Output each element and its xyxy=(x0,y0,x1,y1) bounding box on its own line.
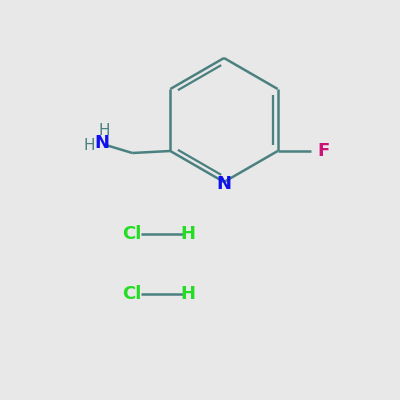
Text: H: H xyxy=(180,285,196,303)
Text: Cl: Cl xyxy=(122,285,142,303)
Text: H: H xyxy=(84,138,95,152)
Text: Cl: Cl xyxy=(122,225,142,243)
Text: H: H xyxy=(98,123,110,138)
Text: F: F xyxy=(318,142,330,160)
Text: H: H xyxy=(180,225,196,243)
Text: N: N xyxy=(216,174,232,193)
Text: N: N xyxy=(95,134,110,152)
